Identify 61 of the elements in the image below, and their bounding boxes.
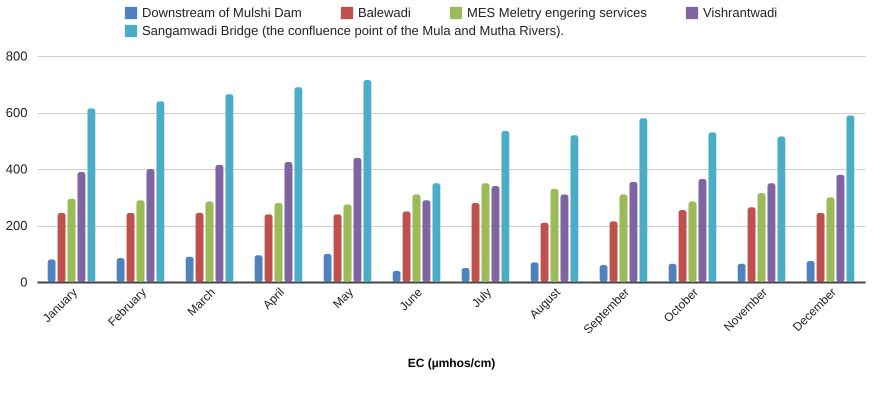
bar	[560, 194, 568, 282]
bar	[748, 207, 756, 282]
bar	[196, 212, 204, 282]
bar	[777, 136, 786, 282]
bar	[77, 172, 86, 282]
bar	[698, 178, 706, 282]
bar	[402, 211, 411, 282]
legend-label: Downstream of Mulshi Dam	[142, 5, 302, 20]
bar	[610, 221, 618, 282]
bar	[432, 183, 440, 282]
bar	[87, 108, 96, 282]
y-tick-label: 600	[6, 105, 28, 120]
bar	[501, 130, 510, 282]
bar	[294, 87, 302, 282]
bar	[264, 214, 273, 282]
bar	[68, 198, 76, 282]
bar	[629, 182, 638, 282]
legend-label: MES Meletry engering services	[467, 5, 648, 20]
bar	[846, 115, 854, 282]
bar	[708, 132, 716, 282]
bar	[146, 169, 154, 282]
y-tick-label: 200	[6, 218, 28, 233]
legend-label: Balewadi	[358, 5, 411, 20]
bar	[353, 158, 362, 282]
bar	[767, 183, 776, 282]
bar	[491, 186, 500, 282]
bar	[363, 80, 372, 282]
x-tick-label: May	[330, 285, 356, 312]
bar	[540, 222, 549, 282]
bar	[688, 201, 696, 282]
bar	[836, 174, 844, 282]
bar	[215, 164, 224, 282]
bar	[334, 214, 342, 282]
bar	[620, 194, 628, 282]
bar	[225, 94, 234, 282]
bar	[550, 188, 558, 282]
bar	[472, 202, 480, 282]
bar	[274, 202, 282, 282]
bar	[206, 201, 214, 282]
bar	[482, 183, 490, 282]
bar	[422, 200, 430, 282]
y-tick-label: 400	[6, 162, 28, 176]
bar	[758, 193, 766, 282]
bar	[136, 200, 144, 282]
x-axis-title: EC (µmhos/cm)	[408, 356, 496, 370]
bar	[344, 204, 352, 282]
bar	[826, 197, 834, 282]
bar	[570, 135, 578, 282]
bar	[156, 101, 164, 282]
bar	[126, 212, 135, 282]
x-tick-label: July	[468, 285, 494, 310]
bar	[816, 212, 825, 282]
bar	[639, 118, 648, 282]
y-tick-label: 0	[20, 274, 28, 290]
bar	[678, 210, 687, 282]
bar	[284, 162, 292, 282]
bar	[412, 194, 420, 282]
bar	[58, 212, 66, 282]
legend-label: Vishrantwadi	[703, 5, 778, 20]
y-tick-label: 800	[6, 48, 28, 64]
legend-label: Sangamwadi Bridge (the confluence point of the Mula and Mutha Rivers).	[142, 23, 564, 38]
